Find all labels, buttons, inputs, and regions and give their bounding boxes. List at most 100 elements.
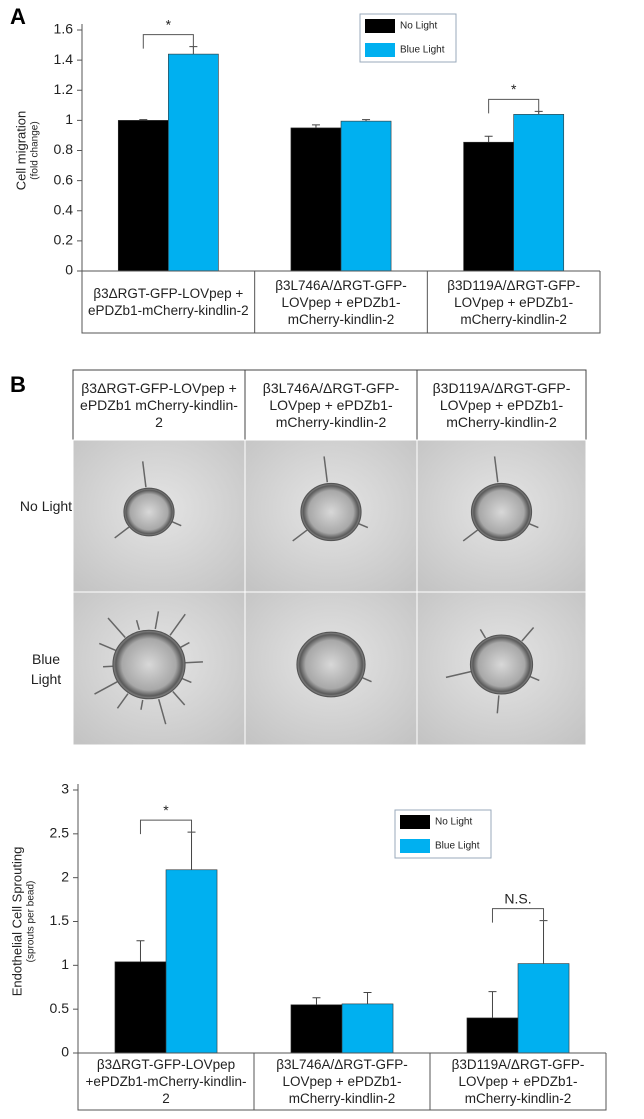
bar: [340, 120, 392, 272]
x-tick-label: β3ΔRGT-GFP-LOVpep + ePDZb1-mCherry-kindl…: [88, 286, 249, 318]
sprout: [292, 529, 308, 542]
bar: [290, 1004, 343, 1054]
significance-bracket: [488, 98, 540, 114]
bead: [296, 631, 366, 698]
error-bar: [363, 992, 372, 1004]
y-tick-label: 1: [61, 956, 69, 972]
significance-bracket: [491, 908, 545, 923]
significance-label: N.S.: [504, 890, 531, 906]
column-header: β3L746A/ΔRGT-GFP-LOVpep + ePDZb1-mCherry…: [262, 379, 400, 430]
sprout: [94, 681, 118, 695]
x-tick-label: β3L746A/ΔRGT-GFP-LOVpep + ePDZb1-mCherry…: [275, 277, 407, 327]
y-tick-label: 0: [61, 1044, 69, 1060]
y-tick-label: 0.4: [54, 201, 74, 217]
error-bar: [362, 119, 371, 122]
y-tick-label: 1.2: [54, 81, 74, 97]
legend-label: No Light: [400, 21, 437, 32]
panel-label: A: [10, 4, 26, 29]
bar: [114, 961, 167, 1054]
legend-swatch: [365, 43, 395, 57]
bar: [168, 53, 219, 272]
y-tick-label: 1.6: [54, 21, 74, 37]
sprout: [140, 699, 144, 710]
sprout: [114, 526, 130, 539]
significance-label: *: [163, 802, 169, 818]
sprout: [358, 522, 369, 529]
y-tick-label: 1.4: [54, 51, 74, 67]
category-box: [77, 1053, 607, 1111]
bead: [300, 482, 362, 542]
column-header: β3D119A/ΔRGT-GFP-LOVpep + ePDZb1-mCherry…: [432, 379, 571, 430]
bar: [290, 127, 342, 272]
sprout: [184, 661, 203, 664]
legend-label: No Light: [435, 817, 472, 828]
error-bar: [539, 920, 548, 964]
row-label: Blue Light: [30, 650, 62, 687]
x-tick-label: β3D119A/ΔRGT-GFP-LOVpep + ePDZb1-mCherry…: [451, 1057, 585, 1106]
sprout: [521, 626, 535, 642]
y-axis-sublabel: (sprouts per bead): [26, 881, 37, 963]
bar: [117, 120, 169, 272]
significance-label: *: [166, 16, 172, 32]
sprout: [479, 628, 487, 639]
sprout: [462, 529, 479, 542]
legend-label: Blue Light: [400, 45, 445, 56]
sprout: [362, 677, 372, 683]
y-tick-label: 0.8: [54, 141, 74, 157]
y-tick-label: 0.6: [54, 171, 74, 187]
row-label: No Light: [19, 498, 73, 514]
y-tick-label: 0.5: [50, 1000, 70, 1016]
y-tick-label: 0: [65, 262, 73, 278]
y-tick-label: 3: [61, 781, 69, 797]
sprout: [181, 677, 192, 684]
error-bar: [484, 135, 493, 143]
column-header: β3ΔRGT-GFP-LOVpep + ePDZb1 mCherry-kindl…: [80, 379, 238, 430]
sprout: [493, 456, 499, 483]
sprout: [135, 620, 141, 631]
sprout: [528, 522, 539, 529]
y-axis-label: Cell migration: [13, 111, 28, 190]
legend-swatch: [365, 19, 395, 33]
y-tick-label: 2.5: [50, 825, 70, 841]
sprout: [172, 691, 186, 706]
significance-bracket: [142, 34, 194, 49]
y-tick-label: 1.5: [50, 912, 70, 928]
sprout: [141, 461, 147, 488]
sprout: [107, 617, 126, 638]
bar: [341, 1003, 394, 1054]
legend-swatch: [400, 815, 430, 829]
bead: [469, 634, 534, 695]
legend-label: Blue Light: [435, 841, 480, 852]
significance-bracket: [139, 819, 193, 835]
sprout: [171, 521, 182, 527]
bar: [165, 869, 218, 1054]
bar: [513, 114, 565, 272]
error-bar: [136, 940, 145, 962]
sprout: [496, 695, 500, 714]
bar: [463, 141, 514, 272]
error-bar: [312, 997, 321, 1005]
y-axis-sublabel: (fold change): [30, 121, 41, 179]
sprout: [157, 698, 167, 725]
panel-label: B: [10, 372, 26, 397]
sprout: [169, 613, 186, 636]
sprout: [98, 642, 117, 652]
y-tick-label: 1: [65, 111, 73, 127]
sprout: [445, 670, 472, 679]
error-bar: [139, 119, 148, 121]
y-axis-label: Endothelial Cell Sprouting: [9, 847, 24, 997]
sprout: [529, 675, 540, 682]
x-tick-label: β3D119A/ΔRGT-GFP-LOVpep + ePDZb1-mCherry…: [447, 277, 581, 327]
bar: [466, 1017, 519, 1054]
y-tick-label: 0.2: [54, 232, 74, 248]
bar: [517, 963, 570, 1054]
bead: [470, 482, 533, 542]
sprout: [116, 693, 129, 709]
error-bar: [187, 831, 196, 870]
legend-swatch: [400, 839, 430, 853]
x-tick-label: β3L746A/ΔRGT-GFP-LOVpep + ePDZb1-mCherry…: [276, 1057, 408, 1106]
significance-label: *: [511, 81, 517, 97]
error-bar: [488, 991, 497, 1018]
